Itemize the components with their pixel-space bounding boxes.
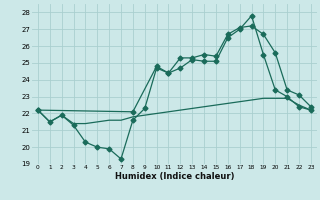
X-axis label: Humidex (Indice chaleur): Humidex (Indice chaleur) [115, 172, 234, 181]
